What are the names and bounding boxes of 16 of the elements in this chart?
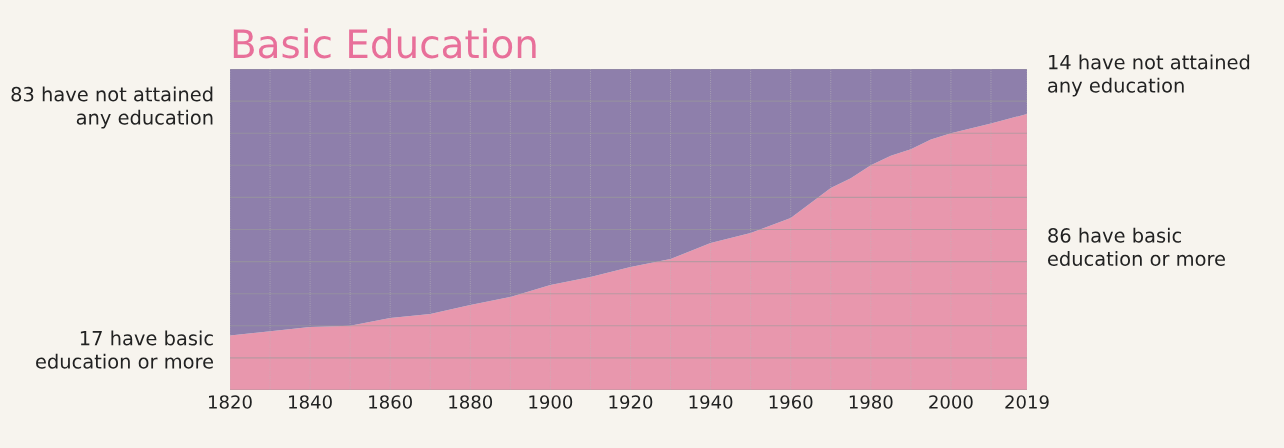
x-tick-label: 1920: [609, 395, 653, 409]
x-tick-label: 1900: [529, 395, 573, 409]
x-tick-label: 1980: [849, 395, 893, 409]
text: 86 have basic education or more: [1048, 227, 1225, 267]
text: 14 have not attained any education: [1048, 54, 1250, 97]
text: 17 have basic education or more: [36, 330, 214, 369]
x-tick-label: 1820: [209, 395, 252, 409]
x-tick-label: 1940: [689, 395, 733, 409]
x-tick-label: 1960: [769, 395, 813, 409]
text: 83 have not attained any education: [11, 86, 213, 129]
x-tick-label: 2000: [929, 395, 973, 409]
x-tick-label: 1860: [369, 395, 412, 409]
chart-title: Basic Education: [233, 28, 536, 59]
x-tick-label: 1880: [449, 395, 493, 409]
x-tick-label: 2019: [1005, 395, 1049, 409]
x-tick-label: 1840: [289, 395, 332, 409]
